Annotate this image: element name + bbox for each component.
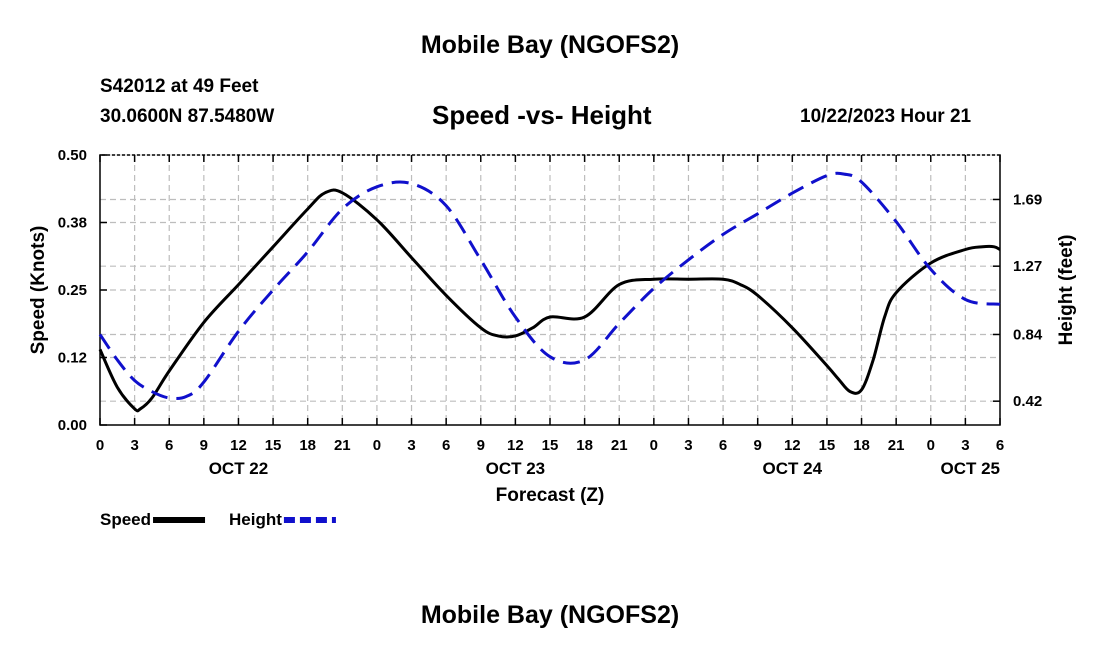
- x-tick-label: 21: [888, 437, 905, 454]
- series-lines: [98, 171, 1001, 413]
- x-tick-label: 6: [442, 437, 450, 454]
- station-label: S42012 at 49 Feet: [100, 76, 259, 97]
- y-tick-label: 0.12: [58, 350, 87, 367]
- y-tick-label: 0.38: [58, 215, 87, 232]
- y2-tick-label: 1.27: [1013, 258, 1042, 275]
- x-tick-label: 21: [611, 437, 628, 454]
- x-tick-label: 3: [961, 437, 969, 454]
- y-tick-label: 0.50: [58, 147, 87, 164]
- x-tick-label: 21: [334, 437, 351, 454]
- chart-subtitle: Speed -vs- Height: [432, 100, 652, 130]
- x-tick-label: 12: [230, 437, 247, 454]
- x-tick-label: 3: [684, 437, 692, 454]
- day-label: OCT 24: [763, 459, 823, 478]
- speed-series-line: [98, 188, 1001, 413]
- main-title: Mobile Bay (NGOFS2): [420, 31, 680, 59]
- x-tick-label: 0: [373, 437, 381, 454]
- x-tick-label: 0: [96, 437, 104, 454]
- footer-title: Mobile Bay (NGOFS2): [420, 601, 680, 629]
- y-tick-label: 0.00: [58, 417, 87, 434]
- y-tick-label: 0.25: [58, 282, 87, 299]
- axis-labels: 0 3 6 9 12 15 18 21 0 3 6 9 12 15 18 21 0 3 6 9 12 15 18 21 0 3 6 0…: [28, 147, 1077, 506]
- forecast-datetime: 10/22/2023 Hour 21: [800, 106, 972, 127]
- x-tick-label: 6: [165, 437, 173, 454]
- x-tick-label: 18: [299, 437, 316, 454]
- day-label: OCT 25: [940, 459, 1000, 478]
- x-tick-label: 3: [130, 437, 138, 454]
- x-axis-title: Forecast (Z): [496, 485, 605, 506]
- y2-tick-label: 1.69: [1013, 191, 1042, 208]
- axes: [99, 154, 1001, 426]
- x-tick-label: 15: [819, 437, 836, 454]
- legend-label: Height: [229, 510, 282, 529]
- x-tick-label: 9: [477, 437, 485, 454]
- legend: Speed Height: [100, 510, 336, 529]
- height-series-line: [98, 171, 1001, 401]
- y-axis-title: Speed (Knots): [28, 226, 49, 355]
- legend-label: Speed: [100, 510, 151, 529]
- x-tick-label: 3: [407, 437, 415, 454]
- x-tick-label: 9: [200, 437, 208, 454]
- x-tick-label: 0: [650, 437, 658, 454]
- day-label: OCT 23: [486, 459, 546, 478]
- x-tick-label: 12: [507, 437, 524, 454]
- x-tick-label: 12: [784, 437, 801, 454]
- x-tick-label: 6: [719, 437, 727, 454]
- x-tick-label: 9: [754, 437, 762, 454]
- day-label: OCT 22: [209, 459, 269, 478]
- x-tick-label: 0: [927, 437, 935, 454]
- x-tick-label: 18: [576, 437, 593, 454]
- y2-axis-title: Height (feet): [1056, 235, 1077, 346]
- x-tick-label: 6: [996, 437, 1004, 454]
- y2-tick-label: 0.84: [1013, 326, 1043, 343]
- x-tick-label: 18: [853, 437, 870, 454]
- y2-tick-label: 0.42: [1013, 393, 1042, 410]
- x-tick-label: 15: [542, 437, 559, 454]
- station-coordinates: 30.0600N 87.5480W: [100, 106, 275, 127]
- x-tick-label: 15: [265, 437, 282, 454]
